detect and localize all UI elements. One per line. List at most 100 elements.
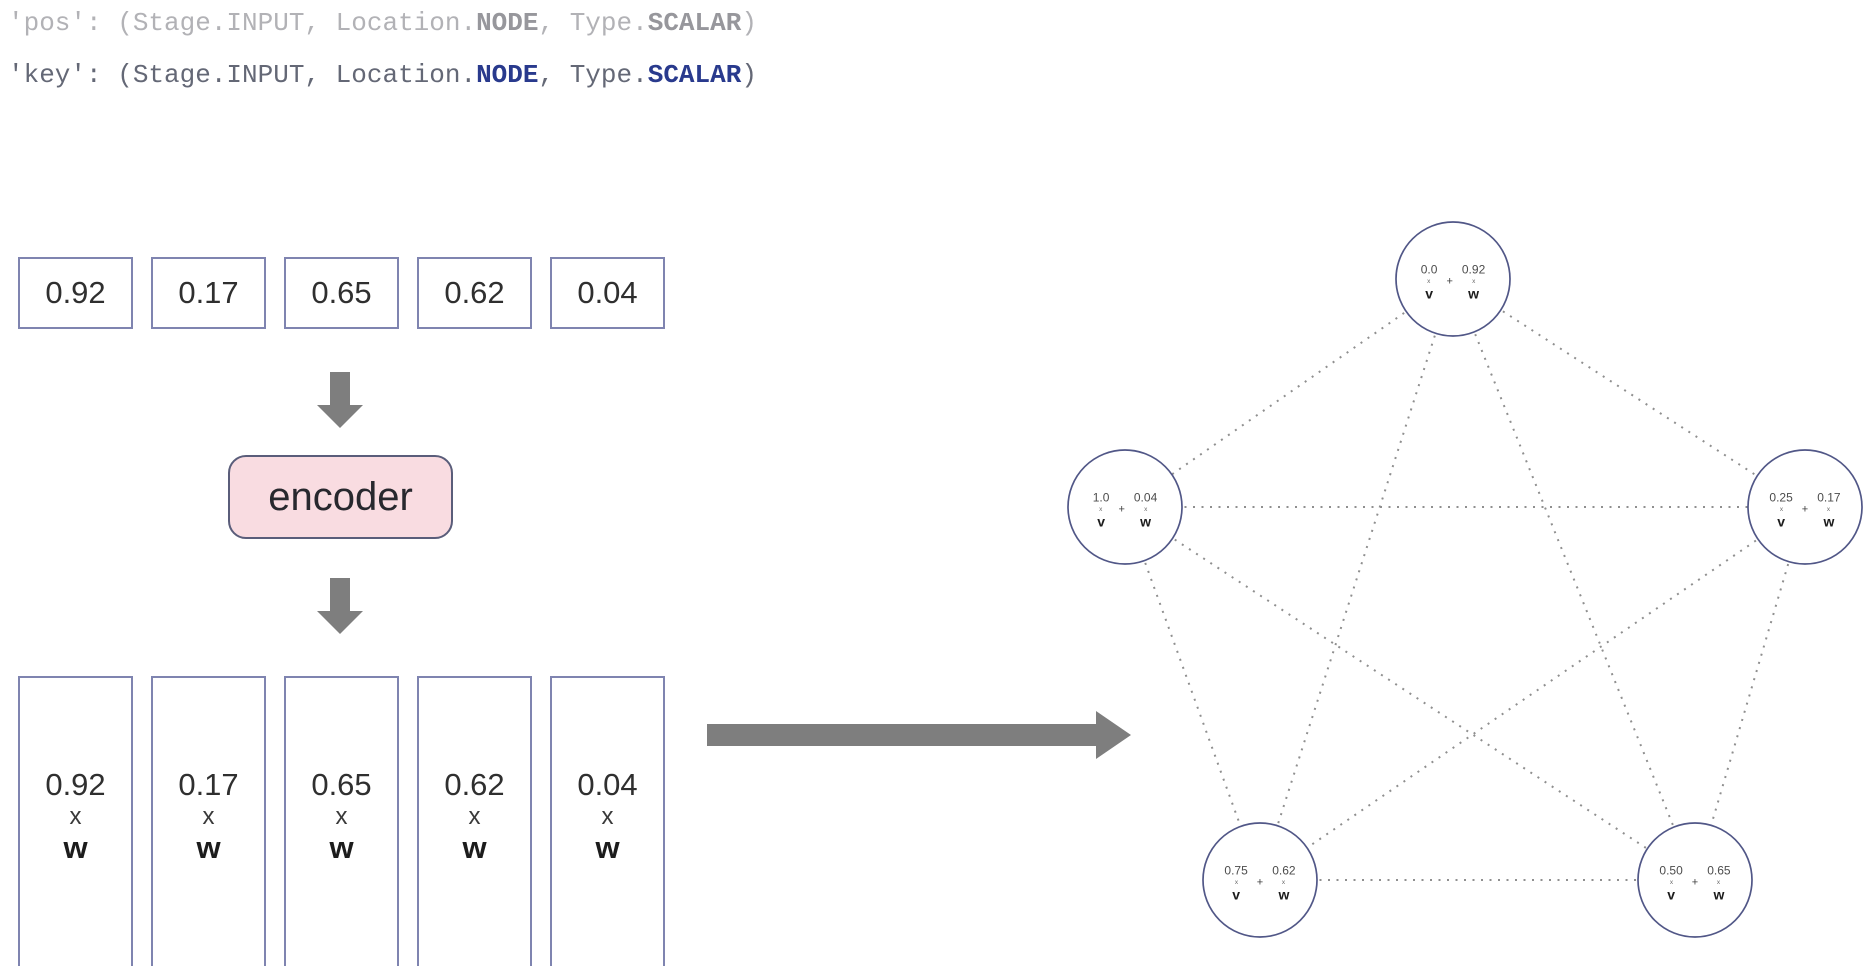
down-arrow-icon: [317, 578, 363, 634]
plus-symbol: +: [1446, 275, 1453, 288]
graph-node-bottom-left: [1202, 822, 1318, 938]
node-formula-right: 0.25 x v + 0.17 x w: [1769, 492, 1840, 529]
v-term: 0.0 x v: [1421, 264, 1438, 301]
v-term: 0.50 x v: [1659, 865, 1682, 902]
code-text: , Type.: [538, 8, 648, 38]
w-term: 0.04 x w: [1134, 492, 1157, 529]
v-symbol: v: [1232, 886, 1240, 903]
down-arrow-icon: [317, 372, 363, 428]
cell-value: 0.92: [45, 767, 106, 803]
code-text: 'key': (Stage.INPUT, Location.: [8, 60, 477, 90]
encoded-vector-cell: 0.65 x w: [284, 676, 399, 966]
graph-edge: [1124, 278, 1454, 508]
v-coef: 0.0: [1420, 262, 1438, 277]
encoder-box: encoder: [228, 455, 453, 539]
v-term: 0.75 x v: [1224, 865, 1247, 902]
weight-symbol: w: [462, 830, 487, 866]
multiply-symbol: x: [202, 802, 215, 830]
v-symbol: v: [1097, 513, 1105, 530]
multiply-symbol: x: [468, 802, 481, 830]
weight-symbol: w: [196, 830, 221, 866]
input-vector: 0.92 0.17 0.65 0.62 0.04: [18, 257, 665, 329]
w-coef: 0.65: [1707, 863, 1731, 878]
w-symbol: w: [1140, 513, 1152, 530]
code-text: , Type.: [538, 60, 648, 90]
encoded-vector: 0.92 x w 0.17 x w 0.65 x w 0.62 x w 0.04…: [18, 676, 665, 966]
multiply-symbol: x: [335, 802, 348, 830]
right-arrow-icon: [707, 711, 1131, 759]
encoded-vector-cell: 0.04 x w: [550, 676, 665, 966]
input-vector-cell: 0.17: [151, 257, 266, 329]
graph-edge: [1694, 506, 1806, 881]
w-symbol: w: [1468, 285, 1480, 302]
multiply-symbol: x: [601, 802, 614, 830]
v-coef: 0.25: [1769, 490, 1793, 505]
encoded-vector-cell: 0.17 x w: [151, 676, 266, 966]
code-keyword-scalar: SCALAR: [647, 8, 742, 38]
graph-edge: [1452, 278, 1806, 508]
encoded-vector-cell: 0.92 x w: [18, 676, 133, 966]
multiply-symbol: x: [1282, 878, 1286, 886]
weight-symbol: w: [63, 830, 88, 866]
graph-node-top: [1395, 221, 1511, 337]
v-symbol: v: [1425, 285, 1433, 302]
plus-symbol: +: [1118, 503, 1125, 516]
v-term: 0.25 x v: [1769, 492, 1792, 529]
v-symbol: v: [1777, 513, 1785, 530]
multiply-symbol: x: [1099, 505, 1103, 513]
node-formula-top: 0.0 x v + 0.92 x w: [1421, 264, 1485, 301]
code-keyword-node: NODE: [476, 8, 539, 38]
w-term: 0.92 x w: [1462, 264, 1485, 301]
graph-edge: [1124, 506, 1261, 881]
multiply-symbol: x: [1471, 277, 1476, 285]
code-keyword-node: NODE: [476, 60, 539, 90]
plus-symbol: +: [1691, 876, 1699, 889]
w-term: 0.17 x w: [1817, 492, 1840, 529]
multiply-symbol: x: [1827, 505, 1831, 513]
graph-edge: [1259, 506, 1806, 881]
graph-edge: [1259, 278, 1454, 881]
weight-symbol: w: [329, 830, 354, 866]
v-term: 1.0 x v: [1093, 492, 1110, 529]
code-line-pos: 'pos': (Stage.INPUT, Location.NODE, Type…: [8, 10, 757, 36]
code-text: 'pos': (Stage.INPUT, Location.: [8, 8, 477, 38]
node-formula-bottom-left: 0.75 x v + 0.62 x w: [1224, 865, 1295, 902]
w-coef: 0.62: [1272, 863, 1296, 878]
multiply-symbol: x: [69, 802, 82, 830]
multiply-symbol: x: [1717, 878, 1721, 886]
multiply-symbol: x: [1427, 277, 1431, 285]
graph-edge: [1452, 278, 1696, 881]
w-term: 0.62 x w: [1272, 865, 1295, 902]
graph-node-left: [1067, 449, 1183, 565]
weight-symbol: w: [595, 830, 620, 866]
cell-value: 0.04: [577, 767, 638, 803]
multiply-symbol: x: [1143, 505, 1148, 513]
graph-node-right: [1747, 449, 1863, 565]
code-keyword-scalar: SCALAR: [647, 60, 742, 90]
cell-value: 0.65: [311, 767, 372, 803]
code-text: ): [741, 60, 757, 90]
plus-symbol: +: [1801, 503, 1809, 516]
w-coef: 0.04: [1133, 490, 1158, 505]
w-symbol: w: [1823, 513, 1835, 530]
graph-nodes: [1067, 221, 1863, 938]
graph-edges: [1124, 278, 1806, 881]
multiply-symbol: x: [1669, 878, 1673, 886]
w-coef: 0.17: [1817, 490, 1841, 505]
cell-value: 0.62: [444, 767, 505, 803]
w-symbol: w: [1278, 886, 1290, 903]
encoded-vector-cell: 0.62 x w: [417, 676, 532, 966]
w-term: 0.65 x w: [1707, 865, 1730, 902]
node-formula-bottom-right: 0.50 x v + 0.65 x w: [1659, 865, 1730, 902]
node-formula-left: 1.0 x v + 0.04 x w: [1093, 492, 1157, 529]
v-coef: 1.0: [1092, 490, 1110, 505]
v-symbol: v: [1667, 886, 1675, 903]
plus-symbol: +: [1256, 876, 1264, 889]
input-vector-cell: 0.04: [550, 257, 665, 329]
input-vector-cell: 0.92: [18, 257, 133, 329]
input-vector-cell: 0.65: [284, 257, 399, 329]
v-coef: 0.75: [1224, 863, 1248, 878]
code-text: ): [741, 8, 757, 38]
